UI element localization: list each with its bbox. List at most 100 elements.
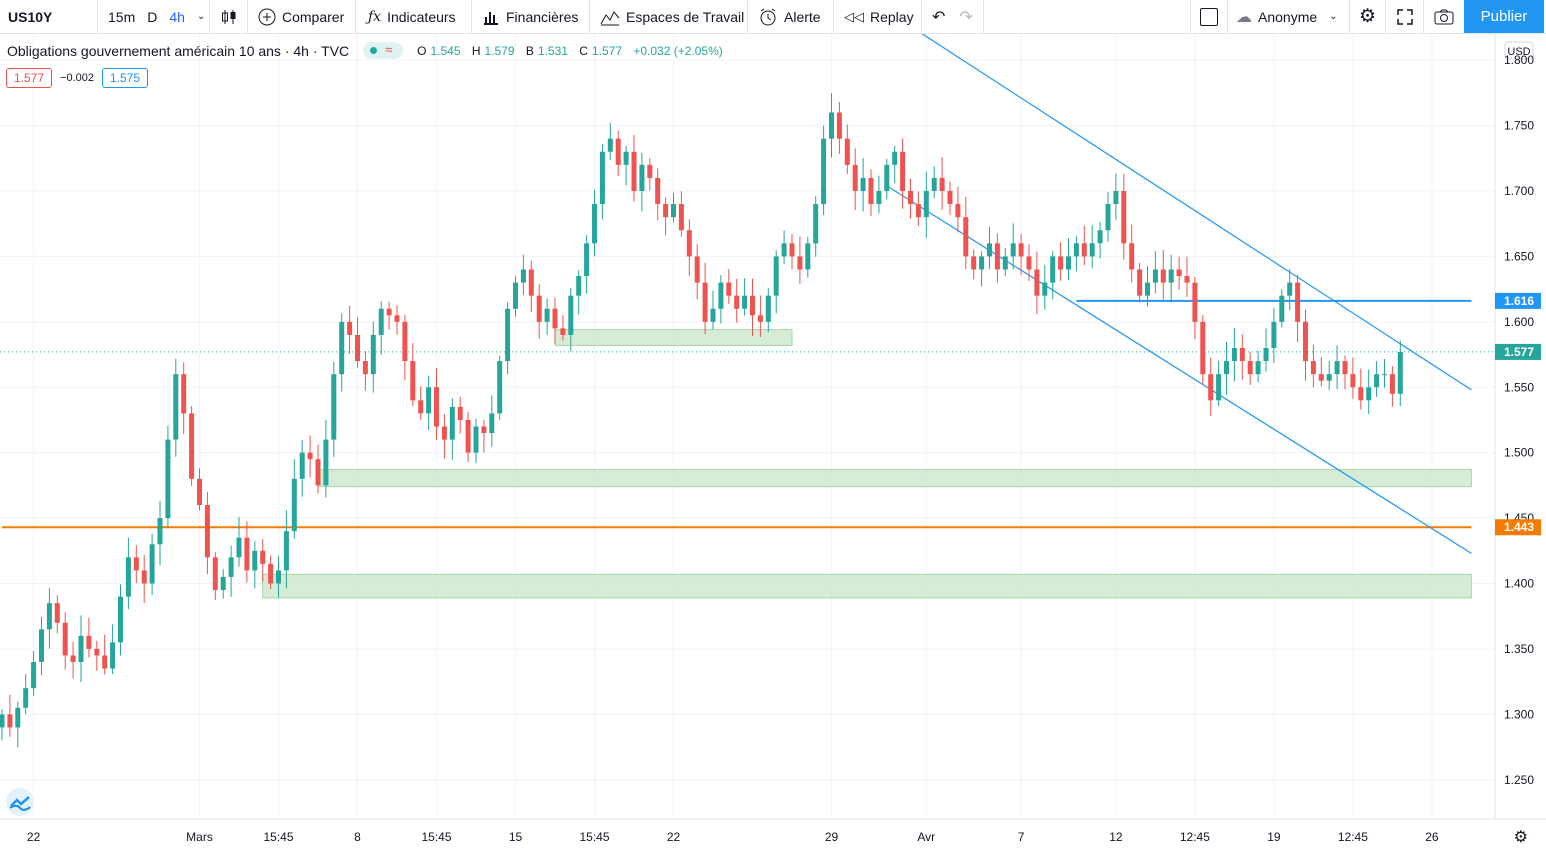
candle-body bbox=[1034, 269, 1040, 296]
candle-body bbox=[686, 230, 692, 257]
alert-label: Alerte bbox=[784, 8, 821, 25]
plus-circle-icon bbox=[258, 8, 276, 25]
high-value: 1.579 bbox=[484, 43, 515, 58]
symbol-name: US10Y bbox=[8, 8, 53, 25]
candle-body bbox=[307, 452, 313, 460]
alert-button[interactable]: Alerte bbox=[748, 0, 834, 33]
y-tick-label: 1.650 bbox=[1504, 249, 1534, 263]
candle-body bbox=[418, 400, 424, 414]
candle-body bbox=[457, 406, 463, 420]
compare-button[interactable]: Comparer bbox=[248, 0, 356, 33]
candle-body bbox=[805, 243, 811, 270]
replay-label: Replay bbox=[870, 8, 914, 25]
candle-body bbox=[204, 505, 210, 558]
symbol-search[interactable]: US10Y bbox=[0, 0, 98, 33]
spread-value: −0.002 bbox=[60, 72, 94, 84]
logo-icon bbox=[9, 796, 31, 811]
candle-body bbox=[1374, 374, 1380, 388]
candle-body bbox=[70, 655, 76, 662]
candle-body bbox=[220, 576, 226, 591]
candle-body bbox=[141, 570, 147, 584]
candle-body bbox=[1279, 295, 1285, 322]
interval-d[interactable]: D bbox=[147, 8, 158, 25]
axis-settings-icon[interactable]: ⚙ bbox=[1513, 829, 1528, 846]
interval-15m[interactable]: 15m bbox=[108, 8, 136, 25]
candle-body bbox=[94, 648, 100, 656]
undo-icon[interactable]: ↶ bbox=[932, 8, 946, 26]
publish-button[interactable]: Publier bbox=[1464, 0, 1544, 33]
candle-body bbox=[54, 603, 60, 623]
price-tag-label: 1.443 bbox=[1504, 520, 1534, 534]
replay-button[interactable]: ◁◁ Replay bbox=[834, 0, 922, 33]
tradingview-logo[interactable] bbox=[6, 788, 34, 816]
candle-body bbox=[781, 243, 787, 257]
financials-button[interactable]: Financières bbox=[472, 0, 590, 33]
x-tick-label: 15 bbox=[509, 830, 523, 844]
user-menu[interactable]: ☁ Anonyme ⌄ bbox=[1228, 0, 1350, 33]
candle-body bbox=[718, 282, 724, 309]
ask-price[interactable]: 1.575 bbox=[101, 68, 149, 88]
candle-body bbox=[189, 413, 195, 479]
candle-body bbox=[939, 177, 945, 191]
workspaces-button[interactable]: Espaces de Travail bbox=[590, 0, 748, 33]
price-axis bbox=[1495, 34, 1546, 853]
layout-button[interactable] bbox=[1190, 0, 1228, 33]
y-tick-label: 1.550 bbox=[1504, 380, 1534, 394]
candle-body bbox=[481, 426, 487, 434]
candle-body bbox=[1097, 230, 1103, 244]
bid-price[interactable]: 1.577 bbox=[6, 68, 53, 88]
redo-icon[interactable]: ↷ bbox=[959, 8, 973, 26]
candle-body bbox=[513, 282, 518, 309]
candle-body bbox=[410, 361, 416, 401]
candle-body bbox=[836, 112, 842, 139]
candle-body bbox=[1089, 243, 1095, 257]
y-tick-label: 1.300 bbox=[1504, 707, 1534, 721]
candle-body bbox=[505, 308, 511, 362]
candle-body bbox=[702, 282, 708, 322]
close-label: C bbox=[579, 43, 588, 58]
candle-body bbox=[560, 328, 566, 335]
interval-selector[interactable]: 15m D 4h ⌄ bbox=[98, 0, 210, 33]
candle-body bbox=[1168, 269, 1174, 283]
x-tick-label: 29 bbox=[825, 830, 839, 844]
candle-body bbox=[110, 642, 116, 669]
market-status-indicator[interactable]: ≈ bbox=[363, 42, 404, 59]
candle-body bbox=[299, 452, 305, 479]
x-tick-label: 8 bbox=[354, 830, 361, 844]
fullscreen-button[interactable] bbox=[1386, 0, 1424, 33]
candle-body bbox=[1121, 191, 1127, 244]
candle-body bbox=[1129, 243, 1135, 270]
workspace-chart-icon bbox=[600, 10, 620, 25]
candle-body bbox=[520, 269, 526, 283]
candle-body bbox=[0, 714, 5, 728]
price-tag-label: 1.577 bbox=[1504, 345, 1534, 359]
candle-body bbox=[181, 374, 187, 414]
candle-body bbox=[1216, 374, 1222, 401]
close-value: 1.577 bbox=[591, 43, 622, 58]
candle-body bbox=[1326, 374, 1332, 381]
candle-body bbox=[378, 308, 384, 335]
settings-button[interactable]: ⚙ bbox=[1350, 0, 1386, 33]
candle-body bbox=[1192, 282, 1198, 322]
candle-body bbox=[1058, 256, 1064, 270]
candle-body bbox=[386, 308, 392, 316]
low-label: B bbox=[525, 43, 534, 58]
candle-body bbox=[734, 295, 740, 309]
candle-body bbox=[1224, 361, 1229, 375]
camera-icon bbox=[1434, 9, 1454, 24]
candle-body bbox=[528, 269, 534, 296]
chevron-down-icon[interactable]: ⌄ bbox=[196, 11, 206, 22]
ohlc-values: O 1.545 H 1.579 B 1.531 C 1.577 +0.032 (+2.0… bbox=[417, 44, 727, 58]
candle-body bbox=[710, 308, 716, 322]
candle-body bbox=[402, 321, 408, 362]
candle-body bbox=[165, 439, 171, 519]
snapshot-button[interactable] bbox=[1424, 0, 1464, 33]
chart-type-button[interactable] bbox=[210, 0, 248, 33]
candle-body bbox=[884, 164, 890, 191]
indicators-button[interactable]: ƒx Indicateurs bbox=[356, 0, 472, 33]
candle-body bbox=[552, 308, 558, 329]
candle-body bbox=[1231, 348, 1237, 362]
x-tick-label: 12:45 bbox=[1338, 830, 1368, 844]
interval-4h[interactable]: 4h bbox=[169, 8, 185, 25]
